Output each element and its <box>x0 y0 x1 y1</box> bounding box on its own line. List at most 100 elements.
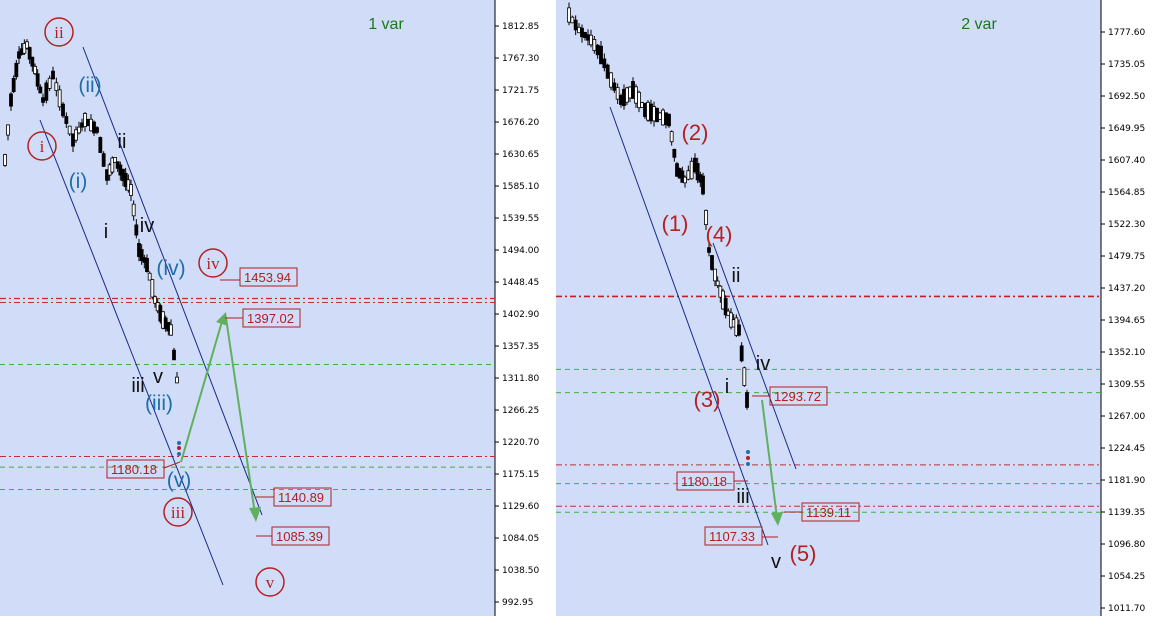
y-tick-label: 1630.65 <box>502 150 539 160</box>
candle-body <box>672 148 677 158</box>
candle-body <box>612 82 617 91</box>
price-box-label-1180: 1180.18 <box>111 462 157 477</box>
candle-body <box>628 86 632 99</box>
y-tick-label: 1649.95 <box>1108 124 1145 134</box>
candle-body <box>47 77 52 89</box>
wave-label-circ-iv: iv <box>206 254 220 273</box>
candle-body <box>643 102 647 118</box>
candle-body <box>150 279 155 298</box>
candle-body <box>567 7 571 23</box>
candle-body <box>649 103 653 122</box>
candle-body <box>83 112 87 128</box>
bottom-border <box>0 616 1156 620</box>
candle-body <box>25 41 29 49</box>
candle-body <box>131 203 136 217</box>
candle-body <box>3 154 7 166</box>
candle-body <box>652 106 656 122</box>
candle-body <box>147 272 152 281</box>
wave-label-red-2: (2) <box>682 120 709 145</box>
y-tick-label: 1054.25 <box>1108 572 1145 582</box>
pivot-marker <box>746 450 750 454</box>
candle-body <box>98 137 103 153</box>
candle-body <box>92 121 96 134</box>
y-tick-label: 1564.85 <box>1108 188 1145 198</box>
wave-label-blue-iv: (iv) <box>156 257 185 280</box>
candle-body <box>695 163 700 181</box>
panel-2: 1777.60 1735.05 1692.50 1649.95 1607.40 1564.… <box>556 0 1156 616</box>
y-tick-label: 1735.05 <box>1108 60 1145 70</box>
channel-line-upper-1 <box>82 46 263 516</box>
price-box-label-1293: 1293.72 <box>774 389 821 404</box>
candle-body <box>74 129 78 141</box>
y-tick-label: 1220.70 <box>502 438 539 448</box>
wave-label-blue-v: (v) <box>167 469 192 492</box>
price-box-label-1453: 1453.94 <box>244 270 291 285</box>
candle-body <box>664 112 668 126</box>
candle-body <box>134 224 139 236</box>
candle-body <box>592 39 597 51</box>
candle-body <box>175 376 179 384</box>
wave-circle-ii-1 <box>44 17 74 47</box>
candle-body <box>715 280 720 287</box>
panel-divider <box>550 0 556 620</box>
candle-body <box>145 257 149 273</box>
wave-label-red-5: (5) <box>790 541 817 566</box>
wave-label-circ-iii: iii <box>171 503 185 522</box>
candle-body <box>57 89 62 108</box>
y-tick-label: 1402.90 <box>502 310 539 320</box>
price-box-label-1397: 1397.02 <box>247 311 294 326</box>
wave-label-black-iii-2: iii <box>736 486 749 508</box>
wave-label-blue-iii: (iii) <box>145 392 173 415</box>
candle-body <box>110 157 115 173</box>
channel-line-lower-2 <box>609 106 769 546</box>
candle-body <box>30 56 35 67</box>
candle-body <box>661 109 665 126</box>
candle-body <box>602 58 607 69</box>
y-tick-label: 1129.60 <box>502 502 539 512</box>
candle-body <box>44 82 49 101</box>
chart-title-1: 1 var <box>368 16 404 33</box>
candle-body <box>658 112 662 120</box>
y-tick-label: 1522.30 <box>1108 220 1145 230</box>
wave-circle-iii-1 <box>163 497 193 527</box>
wave-label-red-1: (1) <box>662 211 689 236</box>
candle-body <box>667 113 671 127</box>
y-tick-label: 1479.75 <box>1108 252 1145 262</box>
candle-body <box>27 47 32 60</box>
price-box-1180 <box>106 459 165 479</box>
candle-body <box>680 170 685 183</box>
candle-body <box>80 122 84 128</box>
wave-label-black-iv-2: iv <box>756 353 770 375</box>
candle-body <box>655 107 659 123</box>
candle-body <box>737 324 741 336</box>
candle-body <box>570 16 575 24</box>
price-box-label-1140: 1140.89 <box>278 490 324 505</box>
candle-body <box>704 209 708 226</box>
candle-body <box>77 126 81 134</box>
y-tick-label: 1311.80 <box>502 374 539 384</box>
candle-body <box>615 87 620 100</box>
candle-body <box>64 116 69 124</box>
projection-down-arrow-2 <box>761 399 778 519</box>
pivot-marker <box>177 452 181 456</box>
candle-body <box>11 77 16 93</box>
y-axis-area-1 <box>495 0 550 616</box>
wave-label-circ-i: i <box>40 137 45 156</box>
candle-body <box>71 133 75 147</box>
candle-body <box>701 175 705 195</box>
candle-body <box>577 26 581 34</box>
wave-circle-iv-1 <box>198 248 228 278</box>
wave-circle-i-1 <box>27 131 57 161</box>
pivot-marker <box>177 446 181 450</box>
price-box-1140 <box>273 487 332 507</box>
price-box-1107 <box>704 526 763 546</box>
candle-body <box>172 349 176 361</box>
y-tick-label: 1175.15 <box>502 470 539 480</box>
candle-body <box>129 184 133 196</box>
candle-body <box>707 247 711 253</box>
y-tick-label: 1448.45 <box>502 278 539 288</box>
wave-label-blue-ii: (ii) <box>78 74 101 97</box>
candle-body <box>742 367 747 386</box>
candle-body <box>599 45 603 65</box>
